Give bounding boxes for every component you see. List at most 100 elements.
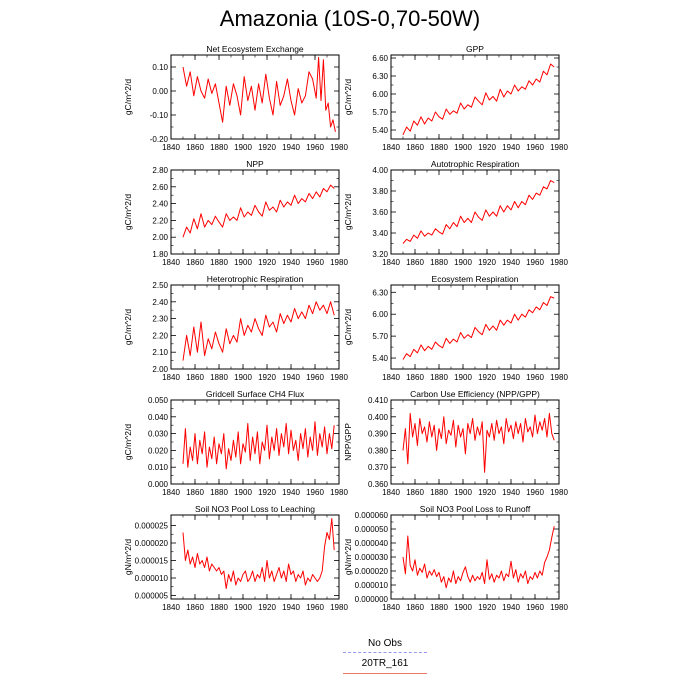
y-axis-label-soil-no3-pool-loss-to-leaching: gN/m^2/d [123,539,133,575]
y-tick-label: 0.000060 [355,511,389,520]
x-tick-label: 1980 [330,488,348,497]
series-line-net-ecosystem-exchange [182,56,336,132]
panel-soil-no3-pool-loss-to-runoff: Soil NO3 Pool Loss to Runoff gN/m^2/d 1840… [343,504,568,612]
panel-title-gridcell-surface-ch4-flux: Gridcell Surface CH4 Flux [206,389,305,399]
panel-title-soil-no3-pool-loss-to-leaching: Soil NO3 Pool Loss to Leaching [195,504,315,514]
panel-title-net-ecosystem-exchange: Net Ecosystem Exchange [206,44,304,54]
x-tick-label: 1860 [406,488,424,497]
plot-frame-ecosystem-respiration [390,284,560,370]
x-tick-label: 1840 [162,258,180,267]
page-title: Amazonia (10S-0,70-50W) [219,6,481,31]
x-tick-label: 1940 [502,488,520,497]
x-tick-label: 1860 [406,603,424,612]
x-tick-label: 1860 [406,143,424,152]
y-tick-label: 6.00 [372,310,388,319]
x-tick-label: 1860 [186,143,204,152]
x-tick-label: 1960 [526,143,544,152]
y-tick-label: 2.20 [152,331,168,340]
x-tick-label: 1920 [258,488,276,497]
legend-line-20tr-161 [343,673,427,674]
y-axis-label-autotrophic-respiration: gC/m^2/d [343,194,353,230]
x-tick-label: 1900 [234,603,252,612]
x-tick-label: 1920 [258,603,276,612]
x-tick-label: 1880 [210,143,228,152]
x-tick-label: 1900 [454,373,472,382]
x-tick-label: 1920 [258,373,276,382]
x-tick-label: 1840 [162,603,180,612]
x-tick-label: 1960 [526,603,544,612]
y-axis-label-gridcell-surface-ch4-flux: gC/m^2/d [123,424,133,460]
x-tick-label: 1960 [306,143,324,152]
x-tick-label: 1840 [162,373,180,382]
x-tick-label: 1900 [454,143,472,152]
y-tick-label: 0.00 [152,87,168,96]
x-tick-label: 1960 [526,488,544,497]
x-tick-label: 1920 [258,258,276,267]
series-line-autotrophic-respiration [402,180,555,244]
y-tick-label: 2.00 [152,365,168,374]
x-tick-label: 1880 [210,603,228,612]
panel-net-ecosystem-exchange: Net Ecosystem Exchange gC/m^2/d 1840 1860 18… [123,44,348,152]
legend-label-20tr-161: 20TR_161 [361,658,409,669]
x-tick-label: 1900 [234,258,252,267]
y-tick-label: 0.10 [152,63,168,72]
plot-frame-net-ecosystem-exchange [170,54,340,140]
panel-title-carbon-use-efficiency-npp-gpp: Carbon Use Efficiency (NPP/GPP) [410,389,540,399]
x-tick-label: 1840 [162,143,180,152]
x-tick-label: 1920 [478,603,496,612]
legend-label-no-obs: No Obs [368,638,402,649]
y-tick-label: 6.30 [372,288,388,297]
x-tick-label: 1980 [550,603,568,612]
y-tick-label: 5.70 [372,332,388,341]
x-tick-label: 1980 [550,488,568,497]
x-tick-label: 1880 [430,373,448,382]
y-tick-label: 0.000010 [135,574,169,583]
y-tick-label: 2.30 [152,315,168,324]
x-tick-label: 1840 [382,603,400,612]
plot-frame-gridcell-surface-ch4-flux [170,399,340,485]
panel-gridcell-surface-ch4-flux: Gridcell Surface CH4 Flux gC/m^2/d 1840 186… [123,389,348,497]
x-tick-label: 1880 [210,258,228,267]
y-tick-label: 3.40 [372,229,388,238]
x-tick-label: 1940 [502,258,520,267]
panel-npp: NPP gC/m^2/d 1840 1860 1880 1900 1920 1940 1960 1… [123,159,348,267]
y-tick-label: 0.000040 [355,539,389,548]
y-tick-label: 2.80 [152,166,168,175]
x-tick-label: 1880 [430,258,448,267]
y-tick-label: 0.000015 [135,557,169,566]
x-tick-label: 1980 [550,143,568,152]
x-tick-label: 1900 [234,488,252,497]
series-line-heterotrophic-respiration [182,301,335,361]
x-tick-label: 1900 [454,603,472,612]
plot-frame-autotrophic-respiration [390,169,560,255]
y-axis-label-gpp: gC/m^2/d [343,79,353,115]
x-tick-label: 1980 [330,603,348,612]
x-tick-label: 1980 [550,373,568,382]
x-tick-label: 1920 [478,143,496,152]
x-tick-label: 1940 [282,603,300,612]
y-tick-label: 0.370 [368,463,389,472]
x-tick-label: 1940 [282,373,300,382]
y-axis-label-net-ecosystem-exchange: gC/m^2/d [123,79,133,115]
x-tick-label: 1940 [282,488,300,497]
y-tick-label: 3.20 [372,250,388,259]
x-tick-label: 1860 [186,488,204,497]
panel-carbon-use-efficiency-npp-gpp: Carbon Use Efficiency (NPP/GPP) NPP/GPP 18… [343,389,568,497]
series-line-carbon-use-efficiency-npp-gpp [402,412,555,473]
plot-frame-soil-no3-pool-loss-to-runoff [390,514,560,600]
panel-title-autotrophic-respiration: Autotrophic Respiration [431,159,520,169]
y-tick-label: 2.50 [152,281,168,290]
series-line-soil-no3-pool-loss-to-leaching [182,518,335,589]
y-tick-label: 2.20 [152,216,168,225]
y-tick-label: 2.00 [152,233,168,242]
x-tick-label: 1900 [454,258,472,267]
y-tick-label: 4.00 [372,166,388,175]
y-tick-label: 6.00 [372,90,388,99]
y-tick-label: 0.360 [368,480,389,489]
y-tick-label: 0.000020 [135,539,169,548]
x-tick-label: 1860 [186,373,204,382]
x-tick-label: 1980 [330,143,348,152]
x-tick-label: 1840 [382,488,400,497]
x-tick-label: 1940 [502,143,520,152]
panel-soil-no3-pool-loss-to-leaching: Soil NO3 Pool Loss to Leaching gN/m^2/d 18… [123,504,348,612]
